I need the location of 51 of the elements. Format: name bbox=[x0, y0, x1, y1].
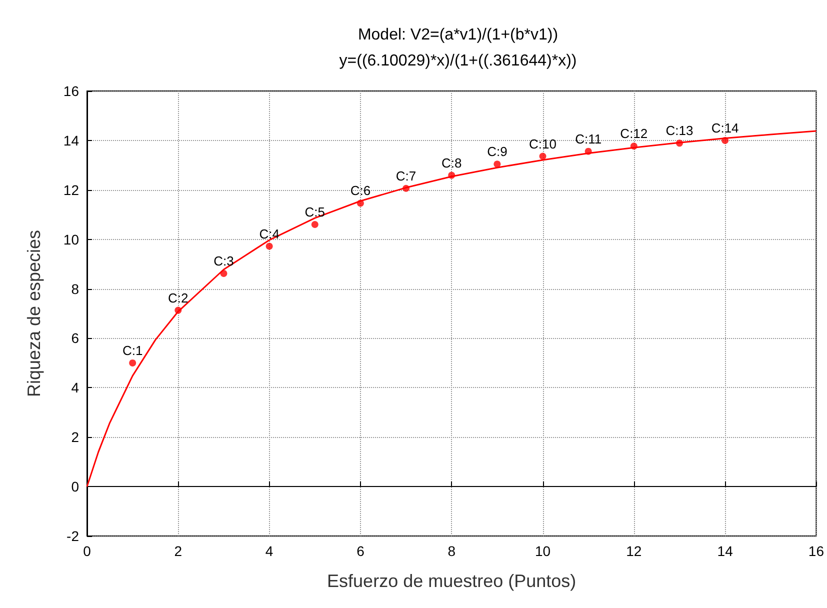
point bbox=[311, 221, 318, 228]
x-tick-label: 10 bbox=[534, 543, 551, 559]
point bbox=[539, 152, 546, 160]
annotation: C:9 bbox=[487, 144, 508, 160]
y-tick-label: 4 bbox=[71, 380, 80, 396]
point bbox=[356, 200, 364, 207]
y-tick-label: 2 bbox=[71, 429, 80, 446]
annotation: C:10 bbox=[529, 136, 556, 152]
annotation: C:7 bbox=[396, 168, 416, 184]
x-tick-label: 2 bbox=[174, 543, 182, 559]
annotation: C:11 bbox=[575, 131, 602, 146]
x-tick-label: 0 bbox=[83, 543, 92, 559]
point bbox=[402, 184, 410, 192]
annotation: C:12 bbox=[620, 126, 648, 142]
point bbox=[722, 136, 729, 144]
annotation: C:1 bbox=[122, 342, 143, 358]
point bbox=[220, 270, 228, 277]
point bbox=[584, 148, 592, 155]
chart-subtitle: y=((6.10029)*x)/(1+((.361644)*x)) bbox=[339, 52, 577, 70]
annotation: C:8 bbox=[441, 155, 462, 170]
y-axis-title: Riqueza de especies bbox=[24, 230, 44, 398]
annotation: C:13 bbox=[666, 123, 694, 138]
point bbox=[494, 160, 501, 168]
point bbox=[129, 359, 136, 366]
point bbox=[448, 172, 456, 179]
y-tick-label: 12 bbox=[63, 182, 80, 198]
y-tick-label: 0 bbox=[71, 478, 80, 495]
x-tick-label: 4 bbox=[265, 543, 274, 559]
chart-title: Model: V2=(a*v1)/(1+(b*v1)) bbox=[358, 26, 558, 44]
x-axis-title: Esfuerzo de muestreo (Puntos) bbox=[327, 571, 576, 591]
y-tick-label: 6 bbox=[71, 330, 80, 346]
point bbox=[676, 140, 683, 147]
point bbox=[174, 306, 182, 314]
x-tick-label: 16 bbox=[808, 543, 824, 559]
annotation: C:2 bbox=[168, 290, 188, 306]
y-tick-label: 10 bbox=[63, 231, 80, 248]
annotation: C:4 bbox=[259, 226, 280, 242]
annotation: C:6 bbox=[350, 183, 371, 198]
annotation: C:5 bbox=[304, 204, 325, 220]
x-tick-label: 8 bbox=[448, 543, 456, 559]
annotation: C:3 bbox=[214, 253, 234, 268]
x-tick-label: 6 bbox=[356, 543, 365, 559]
y-tick-label: -2 bbox=[66, 528, 80, 544]
y-tick-label: 16 bbox=[63, 83, 80, 99]
annotation: C:14 bbox=[711, 120, 739, 136]
x-tick-label: 12 bbox=[626, 543, 642, 559]
y-tick-label: 14 bbox=[63, 132, 80, 148]
x-tick-label: 14 bbox=[717, 543, 734, 559]
y-tick-label: 8 bbox=[71, 280, 80, 297]
point bbox=[266, 242, 273, 250]
point bbox=[630, 142, 638, 150]
